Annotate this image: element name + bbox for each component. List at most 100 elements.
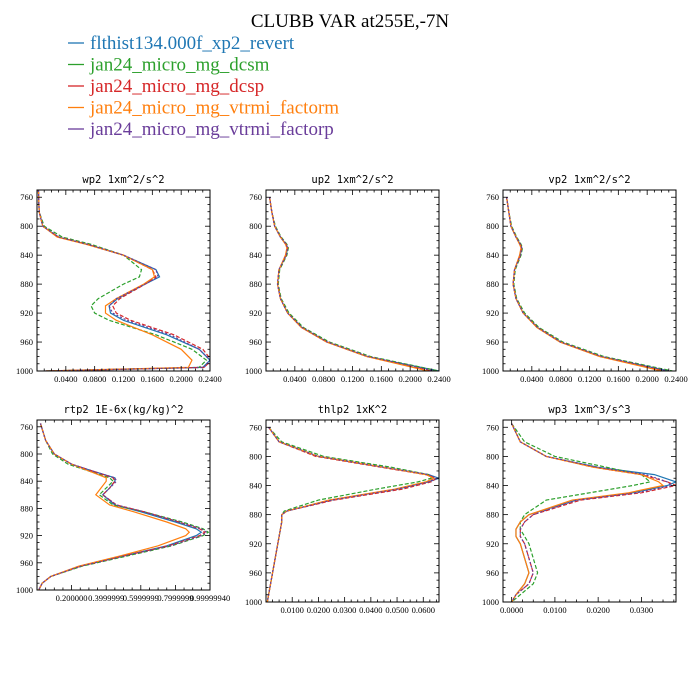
series-line-1-1: [269, 197, 439, 371]
ytick-label-5-1: 800: [486, 451, 499, 461]
panel-title-5: wp3 1xm^3/s^3: [548, 404, 630, 416]
xtick-label-4-1: 0.0200: [307, 605, 330, 615]
xtick-label-4-0: 0.0100: [281, 605, 304, 615]
series-line-2-1: [506, 197, 673, 371]
series-line-2-3: [506, 197, 662, 371]
series-line-5-4: [511, 423, 673, 602]
series-line-0-0: [37, 190, 210, 371]
xtick-label-4-5: 0.0600: [412, 605, 435, 615]
panel-1: up2 1xm^2/s^2 760 800 840 880 920 960 1000 0.040…: [245, 174, 451, 384]
ytick-label-4-2: 840: [249, 481, 262, 491]
panel-frame-5: [502, 419, 677, 603]
series-line-0-4: [37, 190, 210, 371]
xtick-label-1-0: 0.0400: [283, 374, 306, 384]
panel-2: vp2 1xm^2/s^2 760 800 840 880 920 960 1000 0.040…: [482, 174, 688, 384]
ytick-label-2-6: 1000: [482, 366, 499, 376]
ytick-label-3-5: 960: [20, 558, 33, 568]
ytick-label-3-0: 760: [20, 422, 33, 432]
ytick-label-3-2: 840: [20, 476, 33, 486]
ytick-label-4-5: 960: [249, 568, 262, 578]
ytick-label-0-5: 960: [20, 337, 33, 347]
xtick-label-5-0: 0.0000: [500, 605, 523, 615]
ytick-label-0-6: 1000: [16, 366, 33, 376]
ytick-label-3-6: 1000: [16, 585, 33, 595]
series-line-4-2: [266, 426, 438, 602]
ytick-label-5-4: 920: [486, 539, 499, 549]
ytick-label-0-4: 920: [20, 308, 33, 318]
panel-frame-0: [36, 189, 211, 372]
xtick-label-2-3: 0.1600: [607, 374, 630, 384]
series-group-0: [37, 190, 210, 371]
xtick-label-4-2: 0.0300: [333, 605, 356, 615]
ytick-label-0-2: 840: [20, 250, 33, 260]
legend-label-1: jan24_micro_mg_dcsm: [89, 55, 270, 76]
ytick-label-2-0: 760: [486, 192, 499, 202]
series-line-2-0: [506, 197, 669, 371]
xtick-label-2-2: 0.1200: [578, 374, 601, 384]
series-group-3: [38, 423, 210, 590]
ytick-label-1-0: 760: [249, 192, 262, 202]
legend-label-0: flthist134.000f_xp2_revert: [90, 33, 295, 54]
series-line-4-0: [266, 426, 439, 602]
ytick-label-1-5: 960: [249, 337, 262, 347]
ytick-label-0-1: 800: [20, 221, 33, 231]
panel-title-3: rtp2 1E-6x(kg/kg)^2: [63, 404, 183, 416]
panel-frame-4: [265, 419, 440, 603]
series-line-0-1: [37, 190, 208, 371]
xtick-label-2-1: 0.0800: [549, 374, 572, 384]
ytick-label-5-6: 1000: [482, 597, 499, 607]
xtick-label-4-3: 0.0400: [359, 605, 382, 615]
ytick-label-5-2: 840: [486, 481, 499, 491]
series-group-2: [506, 197, 673, 371]
xtick-label-1-5: 0.2400: [427, 374, 450, 384]
xtick-label-3-3: 0.7999999: [157, 593, 193, 603]
panel-title-0: wp2 1xm^2/s^2: [82, 174, 164, 186]
series-line-4-3: [266, 426, 436, 602]
xtick-label-0-2: 0.1200: [112, 374, 135, 384]
ytick-label-0-0: 760: [20, 192, 33, 202]
series-line-5-1: [511, 423, 652, 602]
xtick-label-5-3: 0.0300: [630, 605, 653, 615]
series-line-1-2: [269, 197, 432, 371]
ytick-label-2-3: 880: [486, 279, 499, 289]
xtick-label-2-5: 0.2400: [664, 374, 687, 384]
series-group-5: [511, 423, 676, 602]
xtick-label-0-5: 0.2400: [198, 374, 221, 384]
ytick-label-1-1: 800: [249, 221, 262, 231]
xtick-label-4-4: 0.0500: [385, 605, 408, 615]
xtick-label-3-0: 0.200000: [56, 593, 88, 603]
series-line-4-1: [266, 426, 433, 602]
figure-title: CLUBB VAR at255E,-7N: [251, 11, 450, 32]
legend-label-2: jan24_micro_mg_dcsp: [89, 76, 264, 97]
ytick-label-4-4: 920: [249, 539, 262, 549]
xtick-label-3-2: 0.5999999: [123, 593, 159, 603]
series-line-2-2: [506, 197, 666, 371]
series-line-1-3: [269, 197, 429, 371]
ytick-label-0-3: 880: [20, 279, 33, 289]
panel-frame-1: [265, 189, 440, 372]
xtick-label-1-2: 0.1200: [341, 374, 364, 384]
ytick-label-1-2: 840: [249, 250, 262, 260]
xtick-label-0-0: 0.0400: [54, 374, 77, 384]
xtick-label-0-3: 0.1600: [141, 374, 164, 384]
series-line-0-3: [37, 190, 193, 371]
xtick-label-3-1: 0.3999999: [88, 593, 124, 603]
ytick-label-2-5: 960: [486, 337, 499, 347]
ytick-label-3-3: 880: [20, 503, 33, 513]
ytick-label-5-0: 760: [486, 422, 499, 432]
series-line-1-4: [269, 197, 436, 371]
ytick-label-4-3: 880: [249, 510, 262, 520]
ytick-label-1-4: 920: [249, 308, 262, 318]
ytick-label-5-5: 960: [486, 568, 499, 578]
series-group-4: [266, 426, 439, 602]
ytick-label-2-2: 840: [486, 250, 499, 260]
xtick-label-2-0: 0.0400: [520, 374, 543, 384]
xtick-label-5-1: 0.0100: [543, 605, 566, 615]
xtick-label-3-4: 0.99999940: [190, 593, 230, 603]
xtick-label-1-3: 0.1600: [370, 374, 393, 384]
xtick-label-0-4: 0.2000: [169, 374, 192, 384]
panel-title-4: thlp2 1xK^2: [318, 404, 388, 416]
series-group-1: [269, 197, 439, 371]
